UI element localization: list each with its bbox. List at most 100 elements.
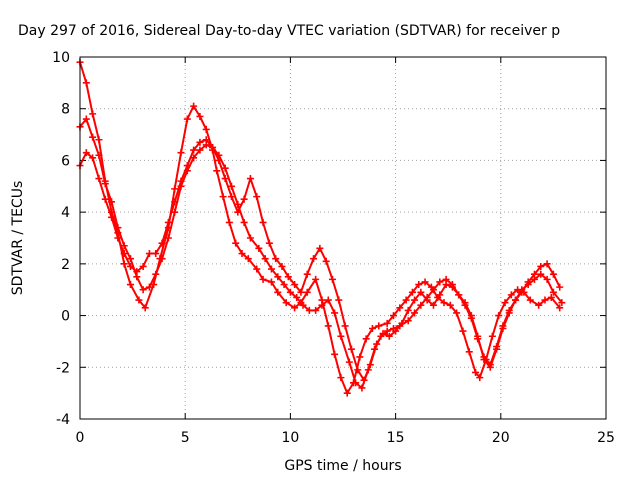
data-point (507, 291, 515, 299)
data-point (190, 146, 198, 154)
data-point (501, 299, 509, 307)
data-point (392, 327, 400, 335)
data-point (267, 278, 275, 286)
data-point (440, 299, 448, 307)
data-point (448, 283, 456, 291)
data-point (423, 296, 431, 304)
grid-lines (80, 57, 606, 419)
data-point (375, 322, 383, 330)
data-point (267, 265, 275, 273)
data-point (253, 265, 261, 273)
data-point (171, 185, 179, 193)
data-point (219, 193, 227, 201)
data-point (209, 144, 217, 151)
data-point (518, 288, 526, 296)
x-tick-label: 5 (181, 430, 190, 446)
data-point (286, 288, 294, 296)
data-point (358, 384, 366, 392)
data-point (101, 180, 109, 188)
data-point (415, 281, 423, 289)
data-point (259, 218, 267, 226)
data-point (488, 332, 496, 340)
y-tick-label: -4 (56, 412, 70, 428)
data-point (240, 195, 248, 203)
data-point (398, 319, 406, 327)
data-point (402, 296, 410, 304)
data-point (556, 283, 564, 291)
data-point (164, 234, 172, 242)
data-series (76, 58, 566, 397)
data-point (368, 325, 376, 332)
y-tick-label: -2 (56, 360, 70, 376)
data-point (232, 239, 240, 247)
data-point (389, 312, 397, 320)
x-tick-label: 20 (492, 430, 510, 446)
data-point (101, 195, 109, 203)
data-point (535, 301, 543, 309)
data-point (383, 327, 391, 335)
data-point (537, 262, 545, 270)
data-point (383, 319, 391, 327)
data-point (82, 149, 90, 157)
data-point (472, 368, 480, 376)
data-point (303, 270, 311, 278)
data-point (379, 330, 387, 338)
series-3 (76, 136, 564, 384)
data-point (404, 306, 412, 314)
data-point (89, 133, 97, 141)
data-point (442, 281, 450, 289)
data-point (299, 301, 307, 309)
data-point (537, 270, 545, 278)
data-point (152, 250, 160, 258)
data-point (549, 270, 557, 278)
data-point (282, 299, 290, 307)
y-axis-title: SDTVAR / TECUs (10, 181, 26, 296)
data-point (461, 301, 469, 309)
data-point (246, 234, 254, 242)
data-point (126, 262, 134, 270)
data-point (337, 332, 345, 340)
data-point (373, 340, 381, 348)
data-point (436, 291, 444, 299)
data-point (316, 244, 324, 252)
data-point (453, 309, 461, 317)
data-point (253, 193, 261, 201)
data-point (421, 278, 429, 286)
plot-frame (79, 56, 607, 420)
data-point (234, 208, 242, 216)
y-tick-label: 8 (61, 102, 70, 118)
data-point (328, 275, 336, 283)
data-point (297, 288, 305, 296)
data-point (356, 353, 364, 361)
data-point (177, 177, 185, 185)
data-point (474, 335, 482, 343)
data-point (360, 376, 368, 384)
data-point (133, 268, 141, 276)
data-point (345, 358, 353, 366)
data-point (158, 255, 166, 263)
x-tick-label: 0 (76, 430, 85, 446)
data-point (120, 250, 128, 258)
data-point (246, 175, 254, 183)
data-point (459, 327, 467, 335)
data-point (335, 296, 343, 304)
data-point (476, 374, 484, 382)
data-point (196, 138, 204, 146)
data-point (411, 296, 419, 304)
data-point (467, 314, 475, 322)
data-point (89, 154, 97, 162)
data-point (530, 270, 538, 278)
data-point (305, 306, 313, 314)
data-point (171, 198, 179, 206)
data-point (82, 79, 90, 87)
data-point (274, 273, 282, 281)
data-point (429, 301, 437, 309)
data-point (108, 213, 116, 221)
data-point (486, 361, 494, 369)
data-point (417, 301, 425, 309)
data-point (396, 304, 404, 312)
data-point (558, 299, 566, 307)
data-point (261, 255, 269, 263)
data-point (152, 270, 160, 278)
data-point (318, 301, 326, 309)
